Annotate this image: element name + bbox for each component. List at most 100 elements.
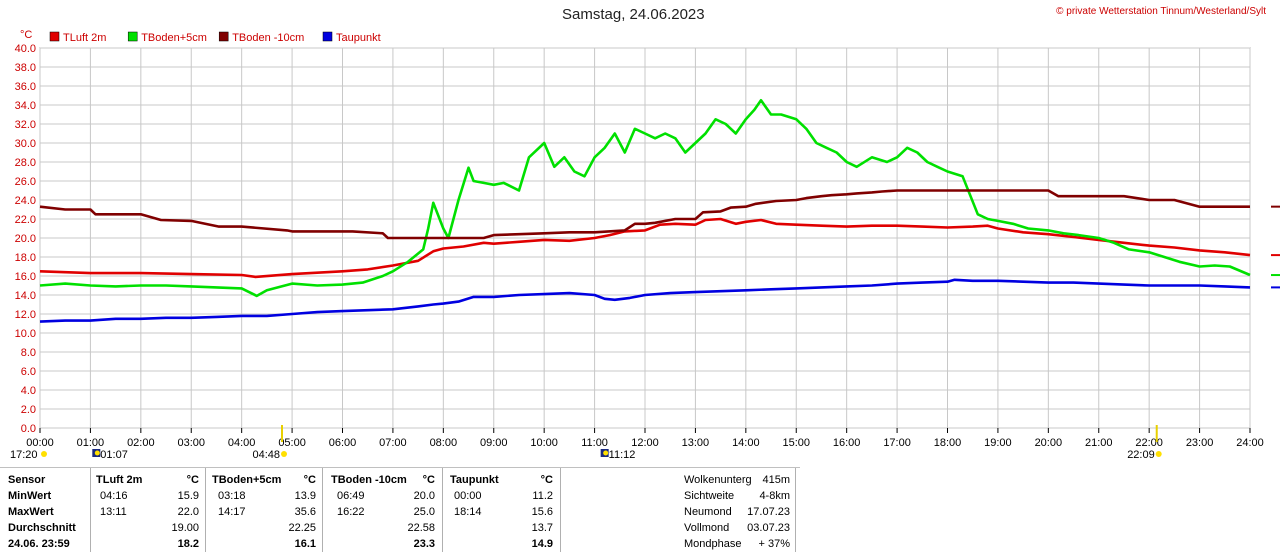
sunrise-icon <box>281 451 287 457</box>
moonset-time: 01:07 <box>100 449 128 461</box>
stats-time: 13:11 <box>100 506 127 518</box>
header-tboden10: TBoden -10cm <box>331 474 407 486</box>
y-tick-label: 16.0 <box>15 271 36 283</box>
y-tick-label: 6.0 <box>21 366 36 378</box>
y-tick-label: 24.0 <box>15 195 36 207</box>
y-tick-label: 30.0 <box>15 138 36 150</box>
stats-value: 13.9 <box>294 490 316 502</box>
y-tick-label: 14.0 <box>15 290 36 302</box>
stats-value: 23.3 <box>413 538 435 550</box>
stats-value: 22.0 <box>177 506 199 518</box>
legend-swatch <box>322 31 333 42</box>
extra-label: Vollmond <box>684 522 730 534</box>
stats-value: 19.00 <box>171 522 199 534</box>
x-tick-label: 09:00 <box>480 437 508 449</box>
stats-row-label: Durchschnitt <box>8 522 76 534</box>
x-tick-label: 22:00 <box>1135 437 1163 449</box>
extra-label: Mondphase <box>684 538 742 550</box>
y-tick-label: 18.0 <box>15 252 36 264</box>
x-tick-label: 10:00 <box>530 437 558 449</box>
extra-label: Sichtweite <box>684 490 735 502</box>
stats-column-divider <box>205 468 206 552</box>
x-tick-label: 02:00 <box>127 437 155 449</box>
temperature-chart: 0.0 2.0 4.0 6.0 8.0 10.0 12.0 14.0 16.0 18.0 20.0 2… <box>10 29 1280 461</box>
extra-value: + 37% <box>758 538 791 550</box>
y-tick-label: 8.0 <box>21 347 36 359</box>
extra-value: 03.07.23 <box>747 522 790 534</box>
y-tick-label: 36.0 <box>15 81 36 93</box>
stats-column-divider <box>560 468 561 552</box>
extra-value: 4-8km <box>759 490 790 502</box>
x-tick-label: 00:00 <box>26 437 54 449</box>
x-tick-label: 06:00 <box>329 437 357 449</box>
x-tick-label: 23:00 <box>1186 437 1214 449</box>
chart-title: Samstag, 24.06.2023 <box>562 6 705 23</box>
y-tick-label: 0.0 <box>21 423 36 435</box>
series-line <box>39 99 1251 298</box>
y-tick-label: 20.0 <box>15 233 36 245</box>
y-tick-label: 38.0 <box>15 62 36 74</box>
header-sensor: Sensor <box>8 474 46 486</box>
stats-value: 18.2 <box>177 538 199 550</box>
stats-time: 00:00 <box>454 490 482 502</box>
stats-row-label: MinWert <box>8 490 52 502</box>
stats-value: 16.1 <box>294 538 316 550</box>
stats-value: 22.25 <box>288 522 316 534</box>
y-tick-label: 28.0 <box>15 157 36 169</box>
extra-label: Neumond <box>684 506 732 518</box>
stats-value: 11.2 <box>532 490 553 502</box>
x-tick-label: 03:00 <box>177 437 205 449</box>
x-tick-label: 21:00 <box>1085 437 1113 449</box>
header-taupunkt: Taupunkt <box>450 474 499 486</box>
y-tick-label: 34.0 <box>15 100 36 112</box>
stats-row-label: MaxWert <box>8 506 54 518</box>
moonrise-moon <box>603 450 609 456</box>
stats-column-divider <box>322 468 323 552</box>
stats-time: 16:22 <box>337 506 365 518</box>
y-tick-label: 22.0 <box>15 214 36 226</box>
legend-swatch <box>127 31 138 42</box>
sunset-icon <box>1155 451 1162 457</box>
x-tick-label: 14:00 <box>732 437 760 449</box>
y-tick-label: 40.0 <box>15 43 36 55</box>
y-tick-label: 10.0 <box>15 328 36 340</box>
x-tick-label: 20:00 <box>1035 437 1063 449</box>
y-tick-label: 12.0 <box>15 309 36 321</box>
header-tboden5: TBoden+5cm <box>212 474 282 486</box>
x-tick-label: 17:00 <box>883 437 911 449</box>
left-time: 17:20 <box>10 449 38 461</box>
stats-value: 13.7 <box>531 522 553 534</box>
legend-label: TBoden+5cm <box>141 32 207 44</box>
x-tick-label: 12:00 <box>631 437 659 449</box>
legend-label: TBoden -10cm <box>232 32 304 44</box>
x-tick-label: 13:00 <box>682 437 710 449</box>
moonset-moon <box>94 450 100 456</box>
x-tick-label: 15:00 <box>782 437 810 449</box>
x-tick-label: 19:00 <box>984 437 1012 449</box>
stats-column-divider <box>90 468 91 552</box>
stats-value: 20.0 <box>413 490 435 502</box>
stats-time: 18:14 <box>454 506 482 518</box>
stats-divider <box>0 467 800 468</box>
y-unit-label: °C <box>20 29 32 41</box>
series-line <box>39 189 1250 240</box>
extra-value: 17.07.23 <box>747 506 790 518</box>
stats-value: 15.6 <box>531 506 553 518</box>
moonrise-time: 11:12 <box>609 449 636 461</box>
x-tick-label: 24:00 <box>1236 437 1264 449</box>
stats-time: 06:49 <box>337 490 365 502</box>
stats-table: Sensor TLuft 2m °C TBoden+5cm °C TBoden -10cm… <box>0 468 1280 552</box>
x-tick-label: 16:00 <box>833 437 861 449</box>
stats-value: 22.58 <box>407 522 435 534</box>
series-line <box>39 217 1251 279</box>
header-unit: °C <box>540 474 553 486</box>
header-tluft: TLuft 2m <box>96 474 143 486</box>
stats-time: 14:17 <box>218 506 246 518</box>
legend-label: Taupunkt <box>336 32 381 44</box>
stats-time: 04:16 <box>100 490 128 502</box>
header-unit: °C <box>303 474 316 486</box>
header-unit: °C <box>186 474 199 486</box>
legend-label: TLuft 2m <box>63 32 106 44</box>
station-credit: © private Wetterstation Tinnum/Westerlan… <box>1056 6 1266 17</box>
y-tick-label: 32.0 <box>15 119 36 131</box>
